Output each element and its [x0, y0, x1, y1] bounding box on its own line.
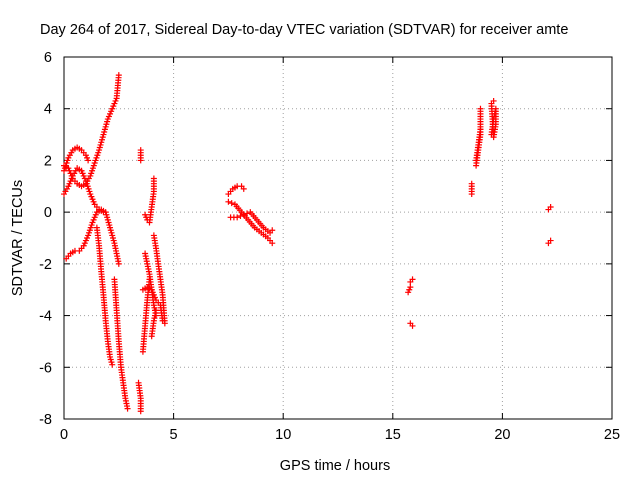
x-tick-label: 15 — [385, 427, 401, 443]
data-point — [237, 213, 244, 220]
data-point — [269, 240, 276, 247]
data-point — [124, 405, 131, 412]
data-point — [150, 175, 157, 182]
axis-ticks — [63, 56, 613, 420]
data-point — [468, 191, 475, 198]
data-point — [477, 105, 484, 112]
y-tick-label: -6 — [39, 360, 52, 376]
data-point — [490, 97, 497, 104]
data-point — [228, 200, 235, 207]
y-tick-label: -8 — [39, 412, 52, 428]
data-point — [161, 320, 168, 327]
data-point — [109, 361, 116, 368]
plot-frame — [63, 56, 613, 420]
y-tick-label: 2 — [44, 153, 52, 169]
data-point — [407, 284, 414, 291]
data-point — [547, 203, 554, 210]
data-point — [137, 157, 144, 164]
x-tick-label: 10 — [275, 427, 291, 443]
y-tick-label: -4 — [39, 309, 52, 325]
x-tick-label: 25 — [604, 427, 620, 443]
data-point — [409, 276, 416, 283]
data-point — [146, 276, 153, 283]
data-point — [234, 214, 241, 221]
x-tick-labels: 0 5 10 15 20 25 — [60, 427, 620, 443]
x-tick-label: 0 — [60, 427, 68, 443]
data-point — [85, 157, 92, 164]
y-axis-label: SDTVAR / TECUs — [10, 180, 26, 296]
y-tick-label: 6 — [44, 50, 52, 66]
data-point — [153, 307, 160, 314]
y-tick-label: 0 — [44, 205, 52, 221]
grid — [64, 57, 612, 419]
data-point — [409, 322, 416, 329]
data-point — [225, 198, 232, 205]
data-points — [61, 72, 554, 415]
x-tick-label: 20 — [494, 427, 510, 443]
x-tick-label: 5 — [170, 427, 178, 443]
data-point — [547, 237, 554, 244]
data-point — [244, 210, 251, 217]
data-point — [240, 211, 247, 218]
x-axis-label: GPS time / hours — [280, 458, 390, 474]
data-point — [115, 72, 122, 79]
y-tick-label: 4 — [44, 102, 52, 118]
data-point — [115, 260, 122, 267]
chart-title: Day 264 of 2017, Sidereal Day-to-day VTE… — [40, 22, 568, 38]
y-tick-label: -2 — [39, 257, 52, 273]
y-tick-labels: -8 -6 -4 -2 0 2 4 6 — [39, 50, 52, 428]
data-point — [269, 227, 276, 234]
data-point — [137, 408, 144, 415]
data-point — [240, 185, 247, 192]
